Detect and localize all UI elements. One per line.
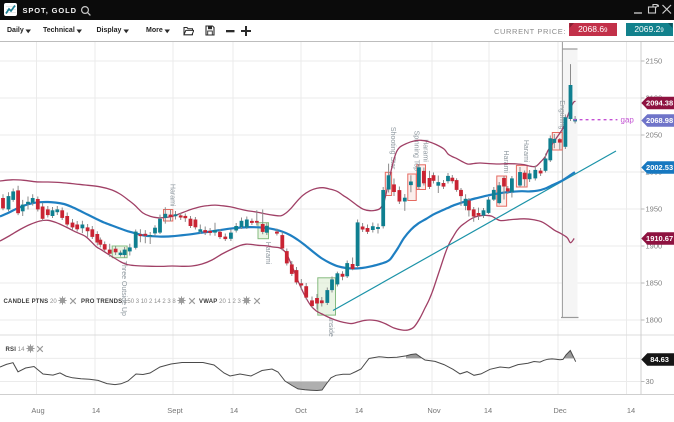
svg-text:Harami: Harami xyxy=(422,139,429,162)
svg-text:Nov: Nov xyxy=(427,406,441,415)
svg-text:1800: 1800 xyxy=(646,316,663,325)
svg-text:Three Outside Up: Three Outside Up xyxy=(120,261,127,316)
svg-text:14: 14 xyxy=(92,406,100,415)
svg-text:2050: 2050 xyxy=(646,131,663,140)
svg-text:Harami: Harami xyxy=(522,140,529,163)
svg-text:14: 14 xyxy=(484,406,492,415)
svg-text:30: 30 xyxy=(646,377,654,386)
svg-text:2068.98: 2068.98 xyxy=(646,116,673,125)
svg-text:1950: 1950 xyxy=(646,205,663,214)
svg-text:Sept: Sept xyxy=(167,406,183,415)
svg-text:gap: gap xyxy=(621,116,635,125)
svg-text:14: 14 xyxy=(230,406,238,415)
svg-text:14: 14 xyxy=(627,406,635,415)
svg-text:Aug: Aug xyxy=(31,406,44,415)
svg-text:Shooting Star: Shooting Star xyxy=(389,127,396,170)
svg-text:84.63: 84.63 xyxy=(650,355,669,364)
svg-text:1910.67: 1910.67 xyxy=(646,234,673,243)
svg-text:Spinning Top: Spinning Top xyxy=(413,131,420,171)
svg-text:Dec: Dec xyxy=(553,406,567,415)
svg-text:2094.38: 2094.38 xyxy=(646,99,673,108)
svg-text:1850: 1850 xyxy=(646,279,663,288)
svg-text:Oct: Oct xyxy=(295,406,308,415)
svg-text:1900: 1900 xyxy=(646,242,663,251)
svg-text:Engulfing: Engulfing xyxy=(558,100,565,129)
svg-text:Harami: Harami xyxy=(264,242,271,265)
svg-text:2002.53: 2002.53 xyxy=(646,163,673,172)
svg-text:2150: 2150 xyxy=(646,57,663,66)
svg-text:14: 14 xyxy=(355,406,363,415)
svg-text:Harami: Harami xyxy=(169,184,176,207)
svg-text:Harami: Harami xyxy=(502,150,509,173)
svg-text:Inside: Inside xyxy=(327,318,334,337)
